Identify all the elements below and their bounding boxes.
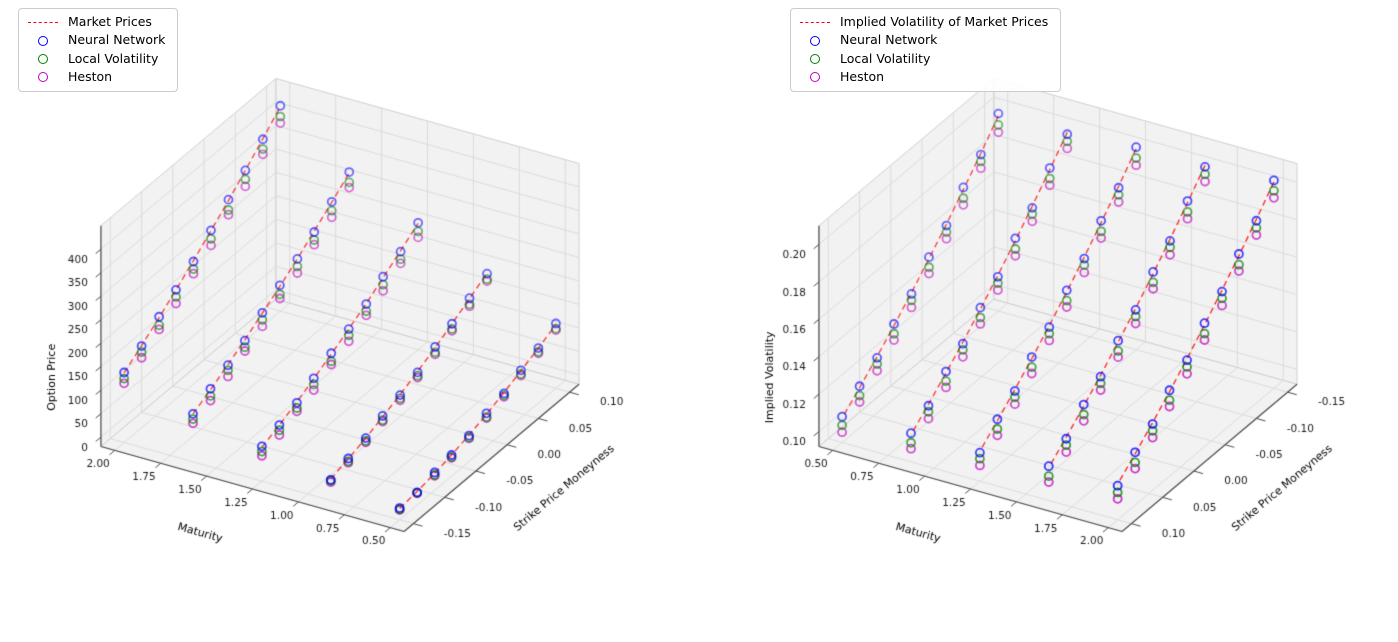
legend-entry-heston: Heston (799, 69, 1048, 85)
legend-entry-neural-network: Neural Network (799, 32, 1048, 48)
option-price-subplot: Market Prices Neural Network Local Volat… (0, 0, 690, 642)
legend-entry-local-volatility: Local Volatility (27, 50, 165, 66)
legend-label: Market Prices (68, 14, 152, 29)
legend-label: Implied Volatility of Market Prices (840, 14, 1049, 29)
implied-volatility-subplot: Implied Volatility of Market Prices Neur… (690, 0, 1398, 642)
open-circle-icon (799, 72, 831, 83)
legend-label: Neural Network (840, 32, 938, 48)
open-circle-icon (799, 53, 831, 64)
option-price-3d-plot (0, 0, 690, 642)
legend-entry-local-volatility: Local Volatility (799, 50, 1048, 66)
legend-entry-heston: Heston (27, 69, 165, 85)
legend-option-price: Market Prices Neural Network Local Volat… (18, 8, 179, 92)
legend-implied-volatility: Implied Volatility of Market Prices Neur… (790, 8, 1062, 92)
legend-label: Local Volatility (840, 50, 931, 66)
legend-label: Neural Network (68, 32, 166, 48)
open-circle-icon (799, 35, 831, 46)
dashed-line-icon (799, 21, 831, 23)
legend-label: Local Volatility (68, 50, 159, 66)
open-circle-icon (27, 72, 59, 83)
open-circle-icon (27, 35, 59, 46)
dashed-line-icon (27, 21, 59, 23)
legend-entry-neural-network: Neural Network (27, 32, 166, 48)
implied-volatility-3d-plot (690, 0, 1398, 642)
legend-entry-market-prices: Market Prices (27, 14, 165, 29)
legend-label: Heston (840, 69, 885, 85)
legend-entry-market-iv: Implied Volatility of Market Prices (799, 14, 1049, 29)
legend-label: Heston (68, 69, 113, 85)
open-circle-icon (27, 53, 59, 64)
